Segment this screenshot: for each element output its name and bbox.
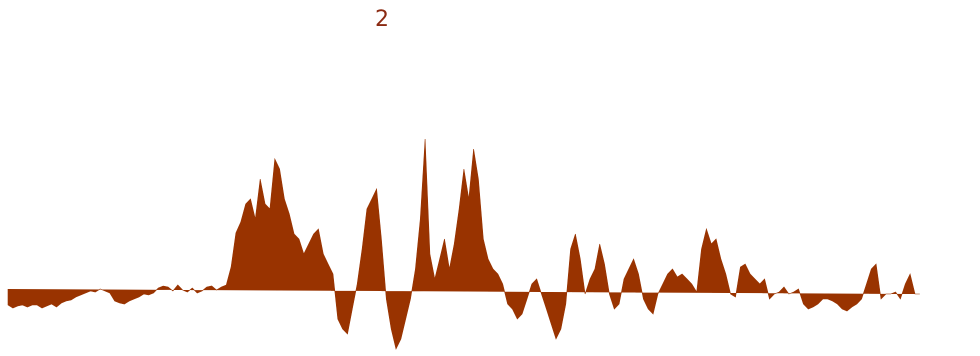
- chart-label: 2: [375, 7, 389, 32]
- series-area: [7, 138, 920, 350]
